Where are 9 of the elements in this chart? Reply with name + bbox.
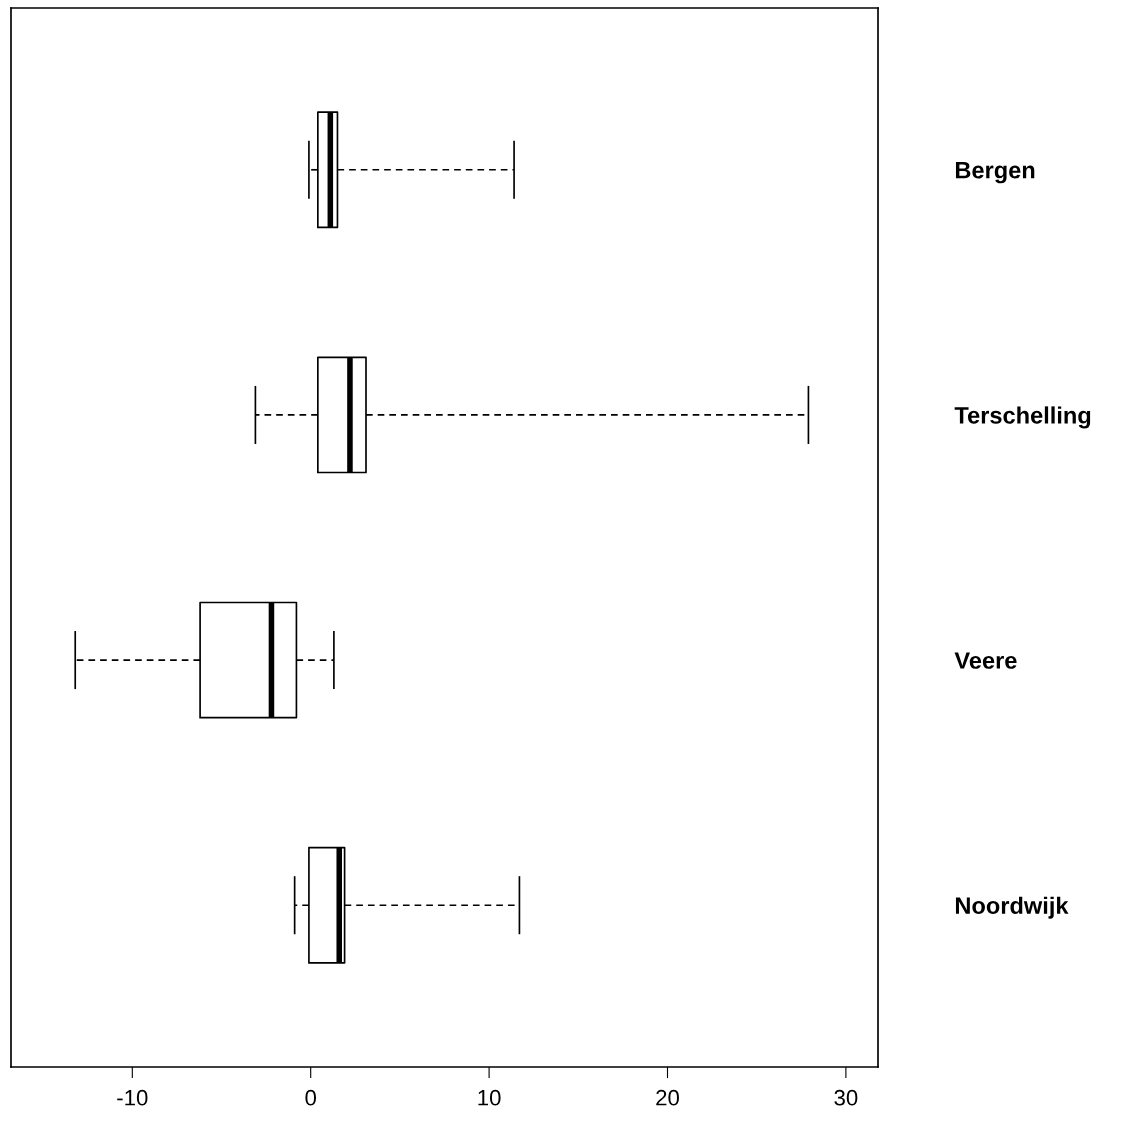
y-tick-label: Bergen bbox=[955, 162, 1035, 184]
x-tick-label: 20 bbox=[656, 1089, 679, 1106]
y-tick-label: Veere bbox=[954, 652, 1017, 669]
x-tick-label: -10 bbox=[117, 1089, 148, 1106]
y-tick-label: Noordwijk bbox=[955, 896, 1069, 919]
x-tick-label: 30 bbox=[834, 1089, 858, 1106]
x-tick-label: 10 bbox=[478, 1089, 501, 1106]
x-tick-label: 0 bbox=[305, 1089, 317, 1106]
y-tick-label: Terschelling bbox=[954, 406, 1091, 429]
